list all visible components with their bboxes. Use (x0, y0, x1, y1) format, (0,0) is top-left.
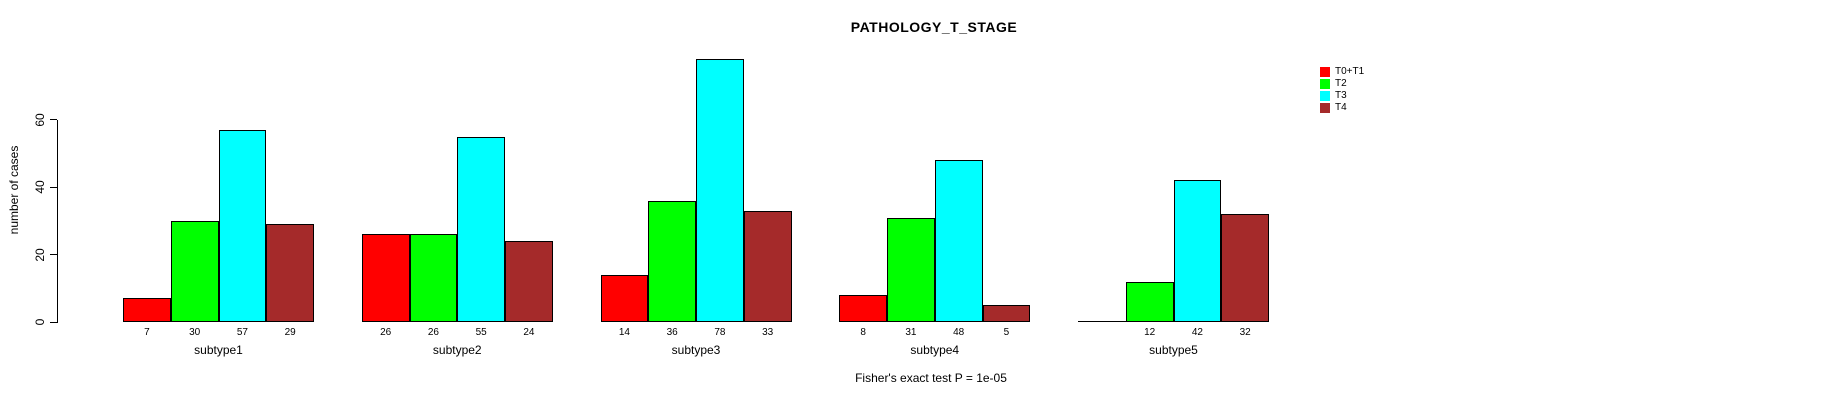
bar-value-label: 8 (860, 327, 866, 338)
bar-T4-subtype1 (266, 224, 314, 322)
bar-T0+T1-subtype5 (1078, 321, 1126, 322)
bar-T4-subtype4 (982, 305, 1031, 322)
legend-swatch-icon (1320, 78, 1330, 89)
bar-T2-subtype5 (1125, 281, 1174, 322)
legend-swatch-icon (1320, 102, 1330, 113)
bar-T3-subtype1 (218, 129, 267, 322)
legend: T0+T1 T2 T3 T4 (1320, 66, 1364, 114)
y-axis-tick-label: 0 (33, 318, 47, 326)
y-axis-label: number of cases (7, 145, 21, 235)
bar-value-label: 30 (189, 327, 201, 338)
bar-value-label: 31 (905, 327, 917, 338)
bar-T2-subtype4 (887, 217, 935, 322)
y-axis-tick-label: 60 (33, 113, 47, 127)
category-label-subtype3: subtype3 (671, 343, 721, 357)
category-label-subtype1: subtype1 (194, 343, 243, 357)
bar-T2-subtype1 (170, 220, 219, 322)
bar-T3-subtype3 (696, 59, 744, 322)
y-axis-tick (50, 119, 57, 121)
y-axis-tick (50, 186, 57, 188)
bar-value-label: 78 (714, 327, 726, 338)
bar-T4-subtype5 (1221, 214, 1269, 322)
legend-item-T0+T1: T0+T1 (1320, 66, 1364, 78)
fisher-test-annotation: Fisher's exact test P = 1e-05 (855, 371, 1007, 385)
legend-item-T2: T2 (1320, 78, 1364, 90)
bar-T2-subtype2 (409, 234, 458, 322)
bar-value-label: 5 (1003, 327, 1010, 338)
bar-T3-subtype5 (1173, 180, 1222, 322)
y-axis-line (57, 120, 58, 323)
legend-item-T4: T4 (1320, 102, 1364, 114)
bar-T4-subtype2 (505, 241, 553, 322)
bar-value-label: 32 (1239, 327, 1251, 338)
y-axis-tick-label: 20 (33, 247, 47, 262)
bar-T3-subtype4 (934, 160, 983, 322)
legend-swatch-icon (1320, 90, 1330, 101)
category-label-subtype4: subtype4 (910, 343, 960, 357)
bar-T0+T1-subtype4 (839, 295, 887, 322)
bar-value-label: 24 (523, 327, 535, 338)
bar-value-label: 29 (284, 327, 296, 338)
legend-item-T3: T3 (1320, 90, 1364, 102)
bar-value-label: 42 (1191, 327, 1203, 338)
legend-swatch-icon (1320, 66, 1330, 77)
bar-value-label: 57 (236, 327, 248, 338)
bar-value-label: 12 (1144, 327, 1156, 338)
bar-T2-subtype3 (648, 200, 696, 322)
legend-label: T4 (1335, 101, 1347, 113)
category-label-subtype5: subtype5 (1149, 343, 1198, 357)
bar-T3-subtype2 (457, 136, 505, 322)
bar-T0+T1-subtype1 (123, 298, 171, 322)
bar-T4-subtype3 (743, 210, 792, 322)
bar-value-label: 26 (427, 327, 439, 338)
legend-label: T0+T1 (1335, 65, 1365, 77)
y-axis-tick (50, 321, 57, 323)
bar-value-label: 26 (380, 327, 392, 338)
y-axis-tick-label: 40 (33, 180, 47, 194)
bar-value-label: 48 (953, 327, 965, 338)
bar-value-label: 55 (475, 327, 487, 338)
chart-title: PATHOLOGY_T_STAGE (850, 19, 1018, 35)
bar-T0+T1-subtype2 (361, 234, 410, 322)
category-label-subtype2: subtype2 (432, 343, 482, 357)
legend-label: T2 (1335, 77, 1347, 89)
bar-value-label: 36 (666, 327, 678, 338)
bar-value-label: 7 (144, 327, 150, 338)
bar-value-label: 14 (618, 327, 630, 338)
bar-T0+T1-subtype3 (600, 274, 649, 322)
y-axis-tick (50, 254, 57, 256)
legend-label: T3 (1335, 89, 1347, 101)
bar-value-label: 33 (762, 327, 774, 338)
